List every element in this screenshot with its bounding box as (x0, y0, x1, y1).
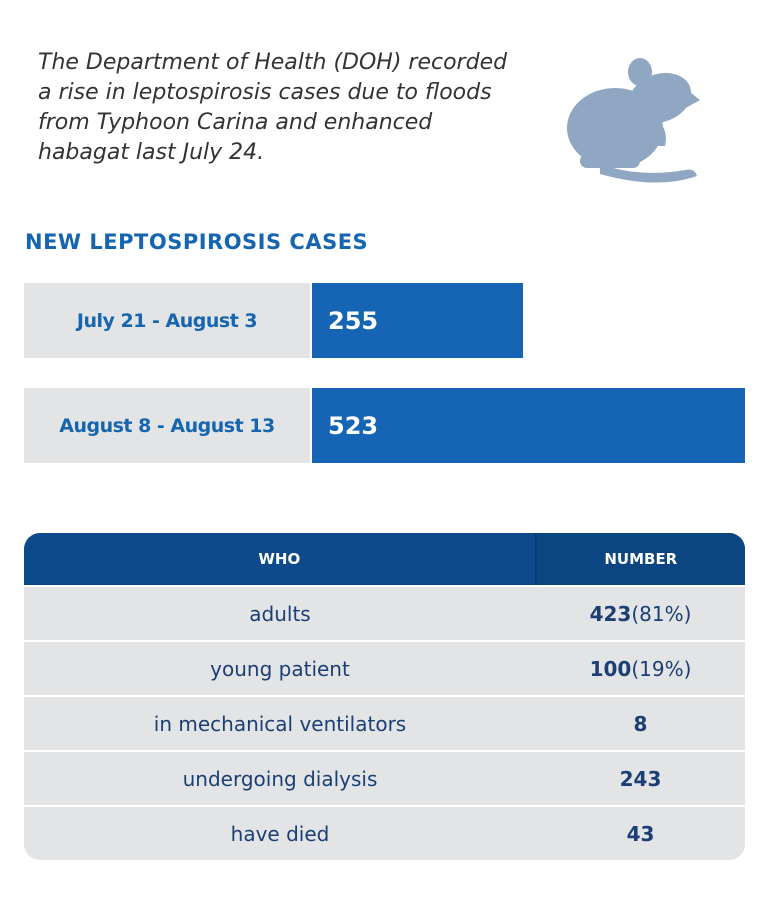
number-value: 100 (589, 656, 632, 681)
number-percent: (19%) (631, 656, 692, 681)
number-cell: 43 (536, 807, 745, 860)
bar-category-label: August 8 - August 13 (24, 388, 310, 463)
number-value: 243 (619, 766, 662, 791)
bar-value-label: 523 (328, 411, 379, 440)
who-cell: have died (230, 821, 330, 846)
column-header-who: WHO (258, 550, 301, 568)
column-header-number: NUMBER (534, 533, 745, 585)
table-row: in mechanical ventilators 8 (24, 695, 745, 750)
bar-category-label: July 21 - August 3 (24, 283, 310, 358)
table-row: young patient 100 (19%) (24, 640, 745, 695)
table-row: adults 423 (81%) (24, 585, 745, 640)
who-cell: in mechanical ventilators (153, 711, 407, 736)
number-value: 8 (633, 711, 648, 736)
who-cell: young patient (210, 656, 350, 681)
number-cell: 243 (536, 752, 745, 805)
number-percent: (81%) (631, 601, 692, 626)
number-cell: 8 (536, 697, 745, 750)
who-cell: adults (249, 601, 311, 626)
who-cell: undergoing dialysis (182, 766, 378, 791)
bar-row: August 8 - August 13 523 (24, 388, 745, 463)
table-row: have died 43 (24, 805, 745, 860)
bar (312, 283, 524, 358)
chart-title: NEW LEPTOSPIROSIS CASES (25, 230, 369, 254)
number-value: 43 (626, 821, 655, 846)
intro-text: The Department of Health (DOH) recorded … (38, 50, 508, 165)
table-header: WHO NUMBER (24, 533, 745, 585)
table-row: undergoing dialysis 243 (24, 750, 745, 805)
number-cell: 423 (81%) (536, 587, 745, 640)
bar-row: July 21 - August 3 255 (24, 283, 745, 358)
cases-table: WHO NUMBER adults 423 (81%) young patient … (24, 533, 745, 860)
rat-icon (567, 58, 700, 183)
number-cell: 100 (19%) (536, 642, 745, 695)
bar (312, 388, 745, 463)
bar-value-label: 255 (328, 306, 379, 335)
number-value: 423 (589, 601, 632, 626)
